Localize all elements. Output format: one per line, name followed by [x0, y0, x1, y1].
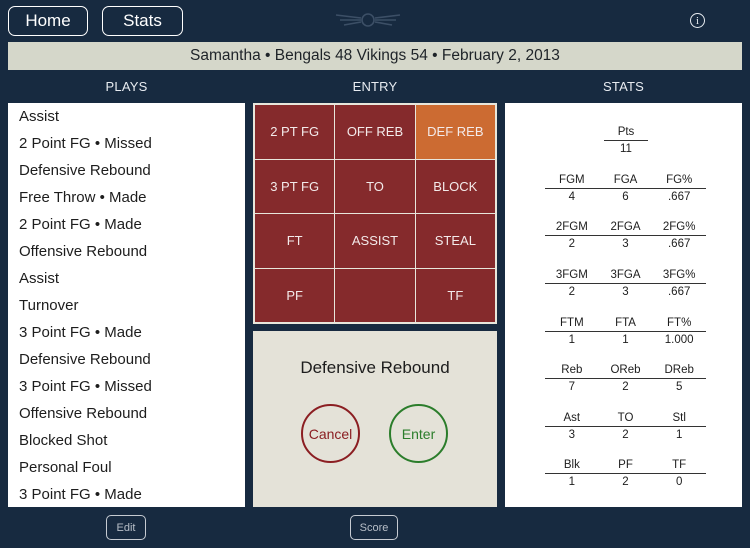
stat-group-blk: Blk 1 PF 2 TF 0: [545, 458, 707, 489]
play-item[interactable]: Defensive Rebound: [19, 162, 151, 179]
stat-group-ast: Ast 3 TO 2 Stl 1: [545, 411, 707, 442]
stat-value: .667: [667, 191, 691, 203]
info-icon[interactable]: i: [690, 13, 705, 28]
play-item[interactable]: Assist: [19, 108, 60, 125]
stat-value: 1: [675, 429, 683, 441]
edit-button[interactable]: Edit: [106, 515, 146, 540]
stat-value: 2: [622, 381, 629, 393]
entry-def-reb-button[interactable]: DEF REB: [415, 105, 495, 159]
cancel-button[interactable]: Cancel: [301, 404, 360, 463]
entry-tf-button[interactable]: TF: [415, 268, 495, 322]
entry-button-grid: 2 PT FG OFF REB DEF REB 3 PT FG TO BLOCK…: [253, 103, 497, 324]
stat-group-3fg: 3FGM 2 3FGA 3 3FG% .667: [545, 268, 707, 299]
stat-value: 3: [622, 238, 629, 250]
stat-label: 2FGA: [598, 220, 653, 236]
play-item[interactable]: 2 Point FG • Made: [19, 216, 142, 233]
entry-confirm-panel: Defensive Rebound Cancel Enter: [253, 331, 497, 507]
stat-group-ft: FTM 1 FTA 1 FT% 1.000: [545, 316, 707, 347]
stat-label: PF: [598, 458, 653, 474]
home-button[interactable]: Home: [8, 6, 88, 36]
stat-value: 2: [622, 476, 629, 488]
stat-label: FTM: [545, 316, 599, 332]
stat-label: 3FG%: [652, 268, 707, 284]
stat-value: 3: [622, 286, 629, 298]
stat-value: 6: [622, 191, 629, 203]
entry-off-reb-button[interactable]: OFF REB: [335, 105, 415, 159]
stat-label: Blk: [545, 458, 599, 474]
stat-label: Stl: [652, 411, 707, 427]
play-item[interactable]: 3 Point FG • Made: [19, 324, 142, 341]
stat-label: Reb: [545, 363, 599, 379]
entry-ft-button[interactable]: FT: [255, 214, 335, 268]
enter-button[interactable]: Enter: [389, 404, 448, 463]
stat-value: 2: [622, 429, 629, 441]
play-item[interactable]: Offensive Rebound: [19, 405, 148, 422]
stat-label: 2FG%: [652, 220, 707, 236]
stat-label: TO: [598, 411, 653, 427]
play-item[interactable]: Blocked Shot: [19, 432, 108, 449]
stat-group-reb: Reb 7 OReb 2 DReb 5: [545, 363, 707, 394]
selected-play-label: Defensive Rebound: [300, 358, 450, 377]
stat-label: OReb: [598, 363, 653, 379]
stat-label: FGM: [545, 173, 599, 189]
entry-to-button[interactable]: TO: [335, 159, 415, 213]
entry-column-header: ENTRY: [352, 79, 398, 94]
winged-emblem-icon: [335, 13, 401, 27]
entry-assist-button[interactable]: ASSIST: [335, 214, 415, 268]
stats-button[interactable]: Stats: [102, 6, 183, 36]
stat-label: FGA: [598, 173, 653, 189]
play-item[interactable]: Personal Foul: [19, 459, 112, 476]
play-item[interactable]: Free Throw • Made: [19, 189, 147, 206]
stat-value: 11: [620, 143, 632, 155]
play-item[interactable]: 3 Point FG • Missed: [19, 378, 152, 395]
stat-value: 0: [675, 476, 683, 488]
plays-list[interactable]: Assist 2 Point FG • Missed Defensive Reb…: [8, 103, 245, 507]
stat-value: 2: [568, 286, 576, 298]
stat-label: FG%: [652, 173, 707, 189]
stat-label: DReb: [652, 363, 707, 379]
stat-label: FT%: [652, 316, 707, 332]
play-item[interactable]: Offensive Rebound: [19, 243, 148, 260]
game-banner: Samantha • Bengals 48 Vikings 54 • Febru…: [8, 42, 742, 70]
stat-value: 7: [568, 381, 576, 393]
plays-column-header: PLAYS: [105, 79, 148, 94]
stat-value: 5: [675, 381, 683, 393]
stat-group-fg: FGM 4 FGA 6 FG% .667: [545, 173, 707, 204]
stat-value: 1.000: [664, 334, 694, 346]
stats-panel: Pts 11 FGM 4 FGA 6 FG% .667 2FGM 2 2FGA 3 2FG…: [505, 103, 742, 507]
stat-group-2fg: 2FGM 2 2FGA 3 2FG% .667: [545, 220, 707, 251]
stat-label: 3FGM: [545, 268, 599, 284]
score-button[interactable]: Score: [350, 515, 398, 540]
stat-value: 1: [622, 334, 629, 346]
play-item[interactable]: Defensive Rebound: [19, 351, 151, 368]
stat-label: TF: [652, 458, 707, 474]
stats-column-header: STATS: [603, 79, 644, 94]
stat-label: FTA: [598, 316, 653, 332]
stat-value: 1: [568, 334, 576, 346]
stat-value: .667: [667, 238, 691, 250]
entry-pf-button[interactable]: PF: [255, 268, 335, 322]
stat-label: 2FGM: [545, 220, 599, 236]
stat-label: 3FGA: [598, 268, 653, 284]
entry-2pt-fg-button[interactable]: 2 PT FG: [255, 105, 335, 159]
entry-3pt-fg-button[interactable]: 3 PT FG: [255, 159, 335, 213]
play-item[interactable]: Assist: [19, 270, 60, 287]
entry-steal-button[interactable]: STEAL: [415, 214, 495, 268]
play-item[interactable]: 3 Point FG • Made: [19, 486, 142, 503]
stat-value: 3: [568, 429, 576, 441]
entry-block-button[interactable]: BLOCK: [415, 159, 495, 213]
stat-value: .667: [667, 286, 691, 298]
stat-value: 1: [568, 476, 576, 488]
stat-value: 2: [568, 238, 576, 250]
play-item[interactable]: Turnover: [19, 297, 79, 314]
pts-stat: Pts 11: [604, 125, 648, 156]
stat-label: Pts: [604, 125, 648, 141]
entry-empty-cell: [335, 268, 415, 322]
play-item[interactable]: 2 Point FG • Missed: [19, 135, 152, 152]
stat-value: 4: [568, 191, 576, 203]
stat-label: Ast: [545, 411, 599, 427]
